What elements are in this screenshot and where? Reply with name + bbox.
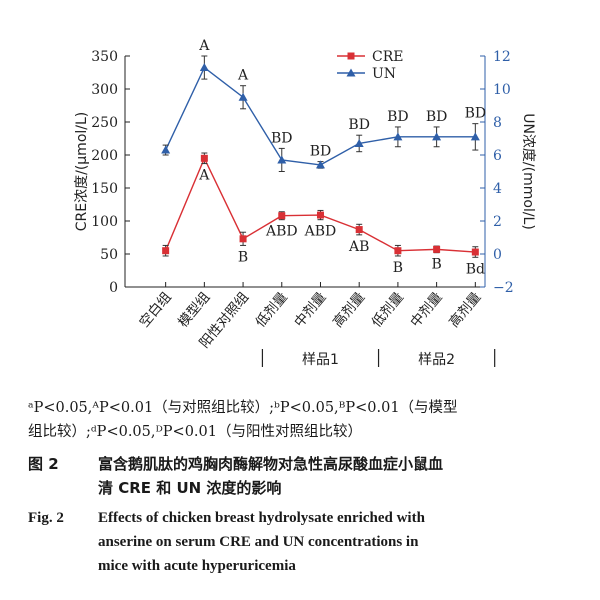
significance-label: BD bbox=[387, 109, 409, 125]
data-point-cre bbox=[278, 212, 286, 220]
figure-caption-cn-line2: 清 CRE 和 UN 浓度的影响 bbox=[98, 479, 282, 497]
x-tick-label: 空白组 bbox=[136, 289, 174, 330]
significance-label: BD bbox=[465, 106, 487, 122]
chart-figure: 0 50 100 150 200 250 300 350 −2 0 2 4 6 8 10 12 CRE浓度/(μ… bbox=[74, 38, 536, 368]
data-point-un bbox=[354, 138, 364, 147]
right-tick-label: 8 bbox=[493, 115, 502, 131]
significance-label: AB bbox=[348, 239, 369, 255]
group-label: 样品2 bbox=[418, 352, 455, 368]
right-tick-label: 6 bbox=[493, 148, 502, 164]
data-point-un bbox=[238, 92, 248, 101]
right-tick-label: 0 bbox=[493, 247, 502, 263]
data-point-un bbox=[432, 132, 442, 141]
data-point-cre bbox=[355, 226, 363, 234]
significance-label: B bbox=[431, 257, 441, 273]
data-point-cre bbox=[394, 247, 402, 255]
left-tick-label: 250 bbox=[91, 115, 118, 131]
data-point-un bbox=[315, 160, 325, 169]
data-point-cre bbox=[433, 245, 441, 253]
significance-label: BD bbox=[348, 117, 370, 133]
left-tick-label: 100 bbox=[91, 214, 118, 230]
figure-caption-en-line3: mice with acute hyperuricemia bbox=[98, 558, 296, 574]
right-axis-title: UN浓度/(mmol/L) bbox=[520, 113, 536, 230]
significance-note-line2: 组比较）;ᵈP<0.05,ᴰP<0.01（与阳性对照组比较） bbox=[28, 424, 362, 440]
significance-label: BD bbox=[271, 130, 293, 146]
significance-label: B bbox=[393, 260, 403, 276]
left-tick-label: 0 bbox=[109, 280, 118, 296]
significance-label: A bbox=[198, 38, 210, 54]
figure-label-en: Fig. 2 bbox=[28, 510, 64, 526]
group-label: 样品1 bbox=[302, 352, 339, 368]
left-axis-title: CRE浓度/(μmol/L) bbox=[74, 112, 90, 232]
data-point-un bbox=[470, 132, 480, 141]
x-tick-label: 低剂量 bbox=[369, 289, 407, 330]
significance-label: ABD bbox=[265, 224, 298, 240]
figure-caption-cn-line1: 富含鹅肌肽的鸡胸肉酶解物对急性高尿酸血症小鼠血 bbox=[98, 455, 444, 473]
significance-label: Bd bbox=[466, 261, 485, 277]
figure-caption-en-line1: Effects of chicken breast hydrolysate en… bbox=[98, 510, 425, 526]
significance-label: ABD bbox=[304, 224, 337, 240]
x-tick-label: 高剂量 bbox=[445, 289, 484, 331]
data-point-cre bbox=[239, 235, 247, 243]
x-tick-label: 高剂量 bbox=[329, 289, 368, 331]
right-tick-label: 2 bbox=[493, 214, 502, 230]
chart-ticks: 0 50 100 150 200 250 300 350 −2 0 2 4 6 8 10 12 CRE浓度/(μ… bbox=[74, 49, 536, 368]
significance-label: BD bbox=[426, 109, 448, 125]
significance-note-line1: ᵃP<0.05,ᴬP<0.01（与对照组比较）;ᵇP<0.05,ᴮP<0.01（… bbox=[28, 400, 458, 416]
chart-axes bbox=[124, 56, 486, 288]
data-point-cre bbox=[471, 248, 479, 256]
data-point-un bbox=[161, 145, 171, 154]
significance-label: BD bbox=[310, 144, 332, 160]
left-tick-label: 200 bbox=[91, 148, 118, 164]
data-point-un bbox=[277, 155, 287, 164]
figure-caption-en: Fig. 2 Effects of chicken breast hydrolys… bbox=[28, 506, 588, 578]
series-un: A A BD BD BD BD BD BD bbox=[161, 38, 486, 172]
data-point-un bbox=[199, 63, 209, 72]
left-tick-label: 300 bbox=[91, 82, 118, 98]
left-tick-label: 150 bbox=[91, 181, 118, 197]
x-tick-label: 模型组 bbox=[175, 289, 213, 330]
data-point-cre bbox=[316, 211, 324, 219]
significance-label: B bbox=[238, 249, 248, 265]
legend-marker-cre bbox=[347, 52, 355, 60]
right-tick-label: 10 bbox=[493, 82, 511, 98]
legend-marker-un bbox=[346, 68, 356, 77]
legend-label-un: UN bbox=[372, 66, 396, 82]
data-point-un bbox=[393, 132, 403, 141]
right-tick-label: 12 bbox=[493, 49, 511, 65]
significance-label: A bbox=[237, 68, 249, 84]
figure-caption-cn: 图 2 富含鹅肌肽的鸡胸肉酶解物对急性高尿酸血症小鼠血 清 CRE 和 UN 浓度… bbox=[28, 452, 588, 500]
left-tick-label: 50 bbox=[100, 247, 118, 263]
right-tick-label: 4 bbox=[493, 181, 502, 197]
x-tick-label: 中剂量 bbox=[291, 289, 329, 330]
data-point-cre bbox=[200, 154, 208, 162]
legend-label-cre: CRE bbox=[372, 49, 403, 65]
x-tick-label: 中剂量 bbox=[407, 289, 445, 330]
left-tick-label: 350 bbox=[91, 49, 118, 65]
figure-label-cn: 图 2 bbox=[28, 455, 59, 473]
significance-label: A bbox=[198, 168, 210, 184]
x-tick-label: 低剂量 bbox=[253, 289, 291, 330]
significance-note: ᵃP<0.05,ᴬP<0.01（与对照组比较）;ᵇP<0.05,ᴮP<0.01（… bbox=[28, 396, 588, 444]
right-tick-label: −2 bbox=[493, 280, 514, 296]
data-point-cre bbox=[162, 247, 170, 255]
figure-caption-en-line2: anserine on serum CRE and UN concentrati… bbox=[98, 534, 419, 550]
